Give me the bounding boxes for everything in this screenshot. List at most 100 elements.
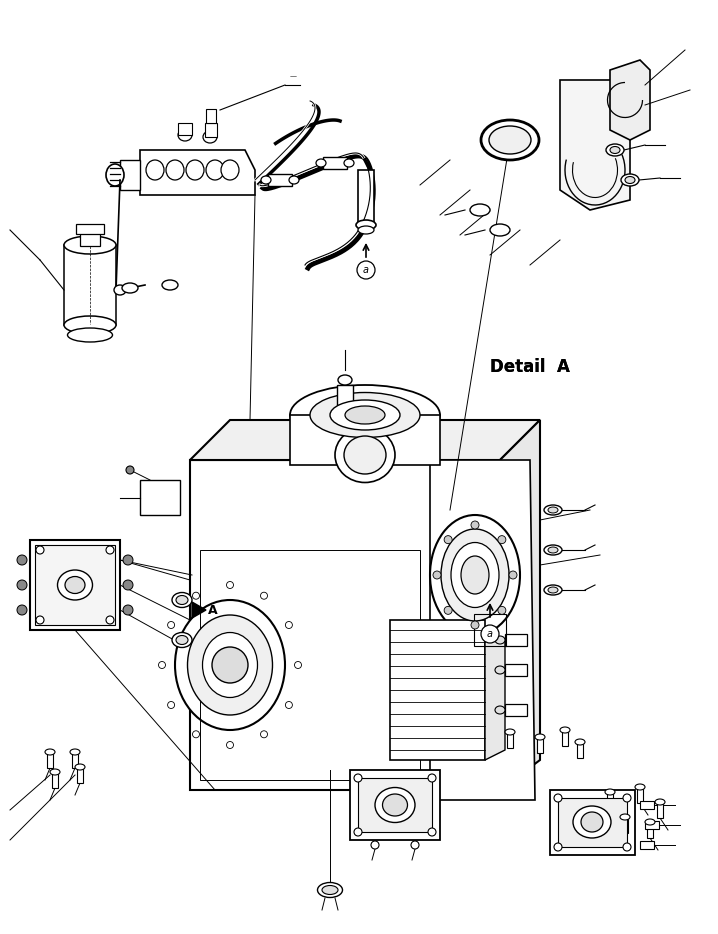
Bar xyxy=(505,664,527,676)
Ellipse shape xyxy=(285,621,292,629)
Ellipse shape xyxy=(575,739,585,745)
Polygon shape xyxy=(558,798,627,847)
Ellipse shape xyxy=(625,177,635,183)
Polygon shape xyxy=(140,150,255,195)
Polygon shape xyxy=(120,160,140,190)
Ellipse shape xyxy=(162,280,178,290)
Ellipse shape xyxy=(548,587,558,593)
Ellipse shape xyxy=(317,883,342,898)
Ellipse shape xyxy=(221,160,239,180)
Bar xyxy=(622,817,628,833)
Ellipse shape xyxy=(172,592,192,607)
Ellipse shape xyxy=(620,814,630,820)
Bar xyxy=(206,109,216,123)
Ellipse shape xyxy=(354,828,362,836)
Text: Detail  A: Detail A xyxy=(490,358,570,376)
Bar xyxy=(507,732,513,748)
Bar xyxy=(47,752,53,768)
Bar xyxy=(178,123,192,135)
Ellipse shape xyxy=(159,661,166,669)
Polygon shape xyxy=(550,790,635,855)
Ellipse shape xyxy=(441,529,509,621)
Ellipse shape xyxy=(187,615,273,715)
Ellipse shape xyxy=(310,392,420,437)
Ellipse shape xyxy=(106,164,124,186)
Ellipse shape xyxy=(203,131,217,143)
Ellipse shape xyxy=(206,160,224,180)
Bar xyxy=(268,174,292,186)
Bar xyxy=(77,767,83,783)
Ellipse shape xyxy=(430,515,520,635)
Ellipse shape xyxy=(548,507,558,513)
Ellipse shape xyxy=(544,545,562,555)
Bar xyxy=(72,752,78,768)
Ellipse shape xyxy=(261,730,268,738)
Ellipse shape xyxy=(495,666,505,674)
Ellipse shape xyxy=(428,828,436,836)
Ellipse shape xyxy=(610,147,620,153)
Bar xyxy=(505,634,527,646)
Ellipse shape xyxy=(344,436,386,474)
Ellipse shape xyxy=(554,794,562,802)
Polygon shape xyxy=(500,420,540,790)
Ellipse shape xyxy=(623,843,631,851)
Ellipse shape xyxy=(294,661,302,669)
Text: A: A xyxy=(208,603,218,616)
Ellipse shape xyxy=(535,734,545,740)
Ellipse shape xyxy=(290,385,440,445)
Ellipse shape xyxy=(411,841,419,849)
Ellipse shape xyxy=(471,521,479,529)
Ellipse shape xyxy=(357,261,375,279)
Ellipse shape xyxy=(106,546,114,554)
Ellipse shape xyxy=(75,764,85,770)
Ellipse shape xyxy=(202,632,258,698)
Polygon shape xyxy=(30,540,120,630)
Ellipse shape xyxy=(57,570,93,600)
Text: a: a xyxy=(487,629,493,639)
Ellipse shape xyxy=(178,129,192,141)
Ellipse shape xyxy=(123,580,133,590)
Polygon shape xyxy=(190,460,530,790)
Ellipse shape xyxy=(495,636,505,644)
Bar xyxy=(337,385,353,405)
Ellipse shape xyxy=(481,625,499,643)
Bar xyxy=(647,822,653,838)
Ellipse shape xyxy=(172,632,192,647)
Ellipse shape xyxy=(461,556,489,594)
Polygon shape xyxy=(485,630,505,760)
Ellipse shape xyxy=(285,701,292,709)
Ellipse shape xyxy=(490,224,510,236)
Ellipse shape xyxy=(50,769,60,775)
Bar xyxy=(640,801,654,809)
Ellipse shape xyxy=(212,647,248,683)
Ellipse shape xyxy=(645,819,655,825)
Ellipse shape xyxy=(433,571,441,579)
Ellipse shape xyxy=(289,176,299,184)
Polygon shape xyxy=(350,770,440,840)
Ellipse shape xyxy=(354,774,362,782)
Ellipse shape xyxy=(383,794,408,816)
Ellipse shape xyxy=(322,885,338,895)
Polygon shape xyxy=(358,778,432,832)
Ellipse shape xyxy=(122,283,138,293)
Ellipse shape xyxy=(344,159,354,167)
Ellipse shape xyxy=(444,535,452,544)
Ellipse shape xyxy=(544,585,562,595)
Text: —: — xyxy=(290,73,297,79)
Ellipse shape xyxy=(226,742,233,748)
Bar xyxy=(200,550,420,780)
Bar xyxy=(645,821,659,829)
Ellipse shape xyxy=(338,375,352,385)
Ellipse shape xyxy=(623,794,631,802)
Bar xyxy=(640,841,654,849)
Bar xyxy=(657,802,663,818)
Bar xyxy=(358,170,374,225)
Ellipse shape xyxy=(330,400,400,430)
Ellipse shape xyxy=(166,160,184,180)
Ellipse shape xyxy=(621,174,639,186)
Bar xyxy=(323,157,347,169)
Ellipse shape xyxy=(505,729,515,735)
Ellipse shape xyxy=(498,606,506,615)
Ellipse shape xyxy=(17,605,27,615)
Bar xyxy=(637,787,643,803)
